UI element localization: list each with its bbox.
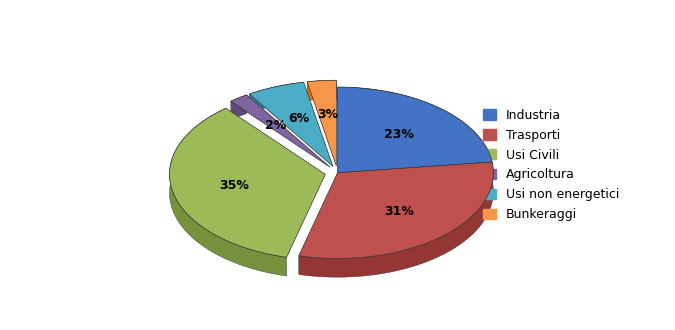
Text: 35%: 35% (219, 179, 249, 192)
Text: 6%: 6% (288, 112, 309, 125)
Polygon shape (250, 82, 333, 166)
Polygon shape (169, 108, 325, 257)
Text: 2%: 2% (265, 119, 286, 132)
Polygon shape (338, 87, 492, 181)
Polygon shape (250, 82, 304, 113)
Polygon shape (307, 80, 336, 166)
Polygon shape (231, 95, 246, 120)
Polygon shape (169, 108, 287, 276)
Text: 23%: 23% (384, 128, 414, 141)
Text: 31%: 31% (384, 205, 414, 218)
Polygon shape (231, 95, 330, 167)
Polygon shape (299, 162, 493, 258)
Polygon shape (299, 162, 493, 277)
Legend: Industria, Trasporti, Usi Civili, Agricoltura, Usi non energetici, Bunkeraggi: Industria, Trasporti, Usi Civili, Agrico… (483, 109, 619, 221)
Text: 3%: 3% (317, 108, 338, 121)
Polygon shape (307, 80, 336, 100)
Polygon shape (338, 87, 492, 173)
